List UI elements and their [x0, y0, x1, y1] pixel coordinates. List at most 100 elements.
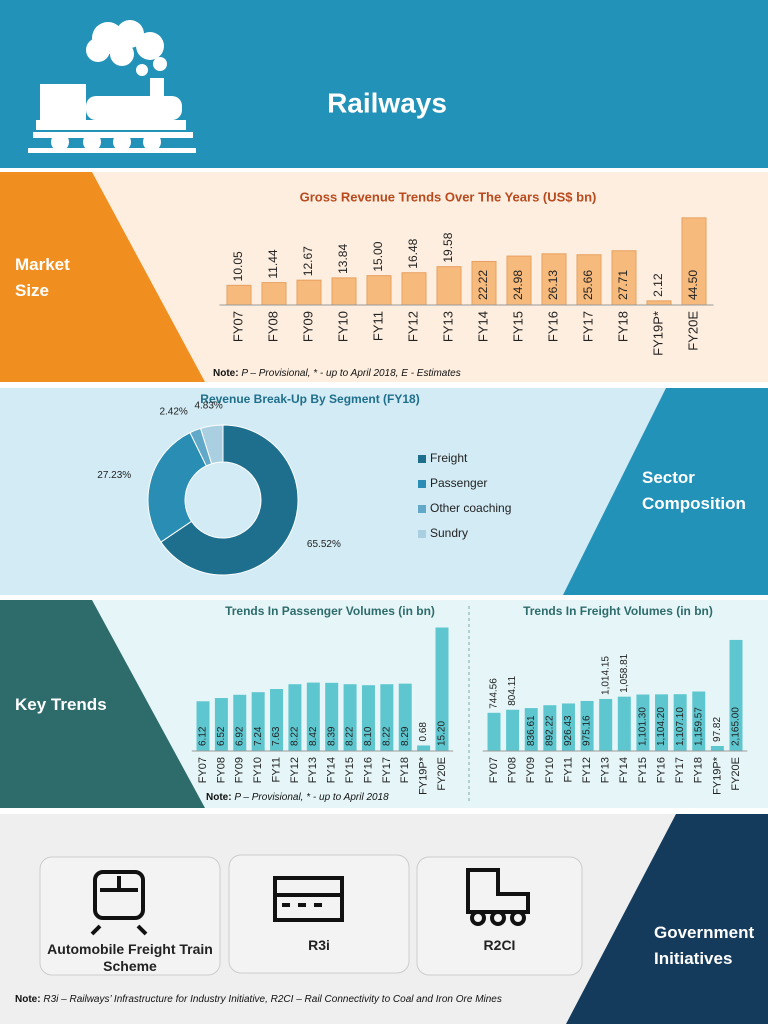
legend-label: Passenger [430, 476, 487, 490]
x-tick-label: FY18 [693, 757, 705, 783]
bar [288, 684, 302, 751]
value-label: 7.63 [271, 726, 282, 746]
value-label: 13.84 [336, 244, 350, 274]
value-label: 19.58 [441, 232, 455, 262]
x-tick-label: FY20E [730, 757, 742, 791]
value-label: 7.24 [253, 726, 264, 746]
card-label: R2CI [483, 937, 516, 953]
value-label: 26.13 [546, 270, 560, 300]
legend-swatch [418, 530, 426, 538]
note-text: P – Provisional, * - up to April 2018, E… [241, 368, 461, 379]
x-tick-label: FY14 [618, 757, 630, 783]
section-label: Key Trends [15, 695, 107, 714]
x-tick-label: FY09 [234, 757, 246, 783]
value-label: 25.66 [581, 270, 595, 300]
bar [226, 284, 252, 306]
bar [361, 685, 375, 751]
value-label: 27.71 [616, 270, 630, 300]
bar [524, 708, 538, 751]
chart-title: Gross Revenue Trends Over The Years (US$… [300, 189, 597, 204]
value-label: 44.50 [686, 270, 700, 300]
trends-tab [0, 600, 205, 808]
value-label: 15.20 [437, 721, 448, 746]
value-label: 27.23% [97, 470, 131, 481]
x-tick-label: FY17 [580, 311, 595, 342]
x-tick-label: FY08 [265, 311, 280, 342]
section-label: Sector Composition [642, 468, 746, 513]
x-tick-label: FY08 [215, 757, 227, 783]
pie-slice [147, 431, 207, 543]
bar [599, 698, 613, 751]
bar [541, 253, 567, 306]
bar [506, 709, 520, 751]
bar [576, 254, 602, 306]
x-tick-label: FY20E [436, 757, 448, 791]
bar [380, 684, 394, 751]
market-tab [0, 172, 205, 382]
bar [580, 700, 594, 751]
note: Note: P – Provisional, * - up to April 2… [206, 792, 389, 803]
x-tick-label: FY14 [326, 757, 338, 783]
gov-tab [566, 814, 768, 1024]
card [416, 856, 583, 976]
header-title: Railways [327, 87, 447, 118]
chart-title: Trends In Freight Volumes (in bn) [523, 604, 713, 618]
value-label: 22.22 [476, 270, 490, 300]
x-tick-label: FY07 [230, 311, 245, 342]
bar [401, 272, 427, 306]
card-icons [90, 868, 530, 936]
bar [343, 684, 357, 751]
value-label: 8.22 [381, 726, 392, 746]
x-tick-label: FY09 [525, 757, 537, 783]
bar [331, 277, 357, 306]
chart-title: Trends In Passenger Volumes (in bn) [225, 604, 435, 618]
note-text: P – Provisional, * - up to April 2018 [234, 792, 389, 803]
value-label: 12.67 [301, 246, 315, 276]
value-label: 24.98 [511, 270, 525, 300]
x-tick-label: FY12 [405, 311, 420, 342]
value-label: 1,101.30 [638, 707, 649, 746]
x-tick-label: FY15 [510, 311, 525, 342]
x-tick-label: FY18 [615, 311, 630, 342]
bar [487, 712, 501, 751]
value-label: 1,159.57 [693, 707, 704, 746]
x-tick-label: FY09 [300, 311, 315, 342]
x-tick-label: FY11 [562, 757, 574, 782]
value-label: 744.56 [489, 678, 500, 709]
x-tick-label: FY11 [370, 311, 385, 341]
bar [561, 703, 575, 751]
bar [436, 266, 462, 306]
value-label: 6.12 [198, 726, 209, 746]
bar [435, 627, 449, 751]
x-tick-label: FY19P* [711, 756, 723, 795]
bar [471, 260, 497, 306]
value-label: 8.22 [345, 726, 356, 746]
x-tick-label: FY08 [507, 757, 519, 783]
x-tick-label: FY11 [270, 757, 282, 782]
note: Note: P – Provisional, * - up to April 2… [213, 368, 461, 379]
bar [681, 217, 707, 306]
bar [251, 692, 265, 751]
value-label: 97.82 [712, 717, 723, 742]
value-label: 8.42 [308, 726, 319, 746]
bar [214, 698, 228, 751]
bar [655, 694, 669, 751]
note-label: Note: [213, 368, 239, 379]
value-label: 1,107.10 [675, 707, 686, 746]
note-text: R3i – Railways’ Infrastructure for Indus… [43, 994, 502, 1005]
value-label: 8.29 [400, 726, 411, 746]
x-tick-label: FY20E [685, 311, 700, 351]
bar [673, 694, 687, 751]
value-label: 6.92 [234, 726, 245, 746]
note: Note: R3i – Railways’ Infrastructure for… [15, 994, 502, 1005]
x-tick-label: FY19P* [650, 311, 665, 356]
chart-title: Revenue Break-Up By Segment (FY18) [200, 392, 419, 406]
value-label: 975.16 [582, 715, 593, 746]
value-label: 8.22 [290, 726, 301, 746]
x-tick-label: FY18 [399, 757, 411, 783]
sector-tab [563, 388, 768, 595]
x-tick-label: FY15 [344, 757, 356, 783]
value-label: 2.42% [159, 406, 187, 417]
